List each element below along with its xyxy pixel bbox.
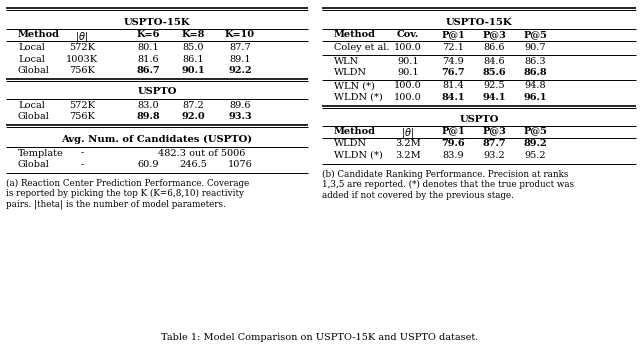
Text: 89.8: 89.8 [136, 112, 160, 121]
Text: 1003K: 1003K [66, 55, 98, 63]
Text: P@3: P@3 [482, 126, 506, 136]
Text: WLDN (*): WLDN (*) [334, 93, 383, 102]
Text: 100.0: 100.0 [394, 82, 422, 90]
Text: WLDN: WLDN [334, 139, 367, 149]
Text: Local: Local [18, 101, 45, 109]
Text: P@5: P@5 [523, 30, 547, 39]
Text: 572K: 572K [69, 101, 95, 109]
Text: P@1: P@1 [441, 30, 465, 39]
Text: Method: Method [18, 30, 60, 39]
Text: 756K: 756K [69, 66, 95, 75]
Text: WLDN (*): WLDN (*) [334, 151, 383, 160]
Text: Local: Local [18, 55, 45, 63]
Text: 3.2M: 3.2M [395, 139, 421, 149]
Text: 100.0: 100.0 [394, 93, 422, 102]
Text: Global: Global [18, 66, 50, 75]
Text: 81.4: 81.4 [442, 82, 464, 90]
Text: 86.7: 86.7 [136, 66, 160, 75]
Text: 90.7: 90.7 [524, 43, 546, 52]
Text: 84.6: 84.6 [483, 57, 505, 65]
Text: Table 1: Model Comparison on USPTO-15K and USPTO dataset.: Table 1: Model Comparison on USPTO-15K a… [161, 333, 479, 342]
Text: P@1: P@1 [441, 126, 465, 136]
Text: 572K: 572K [69, 43, 95, 52]
Text: 92.5: 92.5 [483, 82, 505, 90]
Text: 79.6: 79.6 [441, 139, 465, 149]
Text: $|\theta|$: $|\theta|$ [76, 30, 88, 44]
Text: 83.0: 83.0 [137, 101, 159, 109]
Text: Avg. Num. of Candidates (USPTO): Avg. Num. of Candidates (USPTO) [61, 134, 253, 144]
Text: K=8: K=8 [181, 30, 205, 39]
Text: -: - [81, 149, 84, 157]
Text: 92.2: 92.2 [228, 66, 252, 75]
Text: 92.0: 92.0 [181, 112, 205, 121]
Text: 3.2M: 3.2M [395, 151, 421, 160]
Text: WLDN: WLDN [334, 68, 367, 77]
Text: (a) Reaction Center Prediction Performance. Coverage
is reported by picking the : (a) Reaction Center Prediction Performan… [6, 178, 249, 209]
Text: 86.6: 86.6 [483, 43, 505, 52]
Text: 74.9: 74.9 [442, 57, 464, 65]
Text: P@3: P@3 [482, 30, 506, 39]
Text: 85.6: 85.6 [482, 68, 506, 77]
Text: P@5: P@5 [523, 126, 547, 136]
Text: WLN (*): WLN (*) [334, 82, 375, 90]
Text: Cov.: Cov. [397, 30, 419, 39]
Text: 89.2: 89.2 [523, 139, 547, 149]
Text: Method: Method [334, 30, 376, 39]
Text: 89.1: 89.1 [229, 55, 251, 63]
Text: 83.9: 83.9 [442, 151, 464, 160]
Text: 1076: 1076 [228, 160, 252, 169]
Text: 60.9: 60.9 [137, 160, 159, 169]
Text: 96.1: 96.1 [524, 93, 547, 102]
Text: 85.0: 85.0 [182, 43, 204, 52]
Text: Template: Template [18, 149, 64, 157]
Text: USPTO: USPTO [138, 88, 177, 96]
Text: 93.3: 93.3 [228, 112, 252, 121]
Text: 76.7: 76.7 [441, 68, 465, 77]
Text: 86.8: 86.8 [523, 68, 547, 77]
Text: Coley et al.: Coley et al. [334, 43, 390, 52]
Text: 86.3: 86.3 [524, 57, 546, 65]
Text: K=10: K=10 [225, 30, 255, 39]
Text: Method: Method [334, 126, 376, 136]
Text: 81.6: 81.6 [137, 55, 159, 63]
Text: 93.2: 93.2 [483, 151, 505, 160]
Text: 90.1: 90.1 [397, 57, 419, 65]
Text: 94.1: 94.1 [483, 93, 506, 102]
Text: 90.1: 90.1 [181, 66, 205, 75]
Text: (b) Candidate Ranking Performance. Precision at ranks
1,3,5 are reported. (*) de: (b) Candidate Ranking Performance. Preci… [322, 170, 574, 200]
Text: K=6: K=6 [136, 30, 160, 39]
Text: 89.6: 89.6 [229, 101, 251, 109]
Text: 482.3 out of 5006: 482.3 out of 5006 [158, 149, 246, 157]
Text: Local: Local [18, 43, 45, 52]
Text: 90.1: 90.1 [397, 68, 419, 77]
Text: 86.1: 86.1 [182, 55, 204, 63]
Text: Global: Global [18, 112, 50, 121]
Text: -: - [81, 160, 84, 169]
Text: 87.2: 87.2 [182, 101, 204, 109]
Text: $|\theta|$: $|\theta|$ [401, 126, 415, 140]
Text: USPTO: USPTO [460, 114, 499, 124]
Text: USPTO-15K: USPTO-15K [124, 18, 190, 27]
Text: 72.1: 72.1 [442, 43, 464, 52]
Text: 94.8: 94.8 [524, 82, 546, 90]
Text: 87.7: 87.7 [482, 139, 506, 149]
Text: USPTO-15K: USPTO-15K [445, 18, 512, 27]
Text: 95.2: 95.2 [524, 151, 546, 160]
Text: 246.5: 246.5 [179, 160, 207, 169]
Text: 756K: 756K [69, 112, 95, 121]
Text: 87.7: 87.7 [229, 43, 251, 52]
Text: 80.1: 80.1 [137, 43, 159, 52]
Text: 100.0: 100.0 [394, 43, 422, 52]
Text: Global: Global [18, 160, 50, 169]
Text: WLN: WLN [334, 57, 359, 65]
Text: 84.1: 84.1 [441, 93, 465, 102]
